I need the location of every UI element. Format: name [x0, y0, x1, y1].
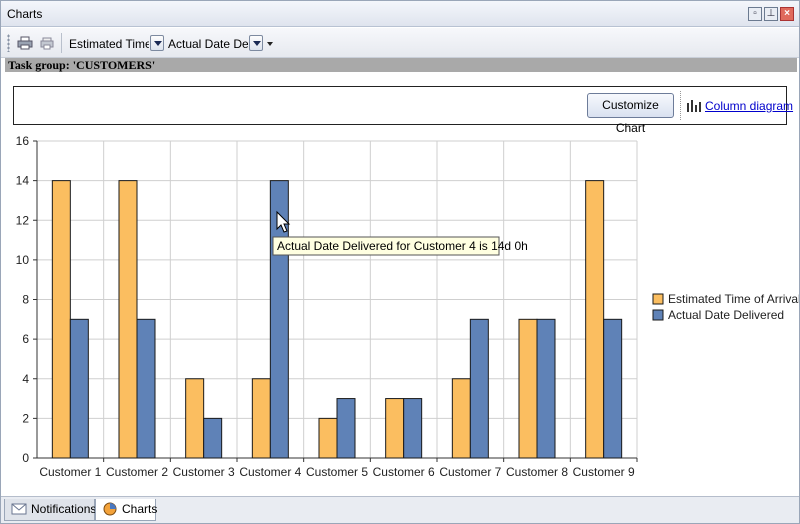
column-diagram-link-group[interactable]: Column diagram [686, 98, 793, 113]
bar-estimated[interactable] [251, 378, 271, 459]
bar-chart: 0 2 4 6 8 10 12 14 16 Customer 1 Customer 2 Custome… [16, 134, 799, 479]
bar-actual[interactable] [136, 318, 156, 459]
y-tick-label: 0 [22, 451, 29, 465]
chart-tooltip-text: Actual Date Delivered for Customer 4 is … [277, 239, 528, 253]
bar-estimated[interactable] [185, 378, 205, 459]
y-tick-label: 8 [22, 293, 29, 307]
x-tick-label: Customer 7 [439, 465, 501, 479]
pin-icon[interactable]: ⊥ [764, 7, 778, 21]
x-tick-label: Customer 5 [306, 465, 368, 479]
x-tick-label: Customer 4 [239, 465, 301, 479]
legend-swatch [652, 293, 664, 305]
bar-actual[interactable] [536, 318, 556, 459]
series1-combo-value[interactable]: Estimated Time o [69, 37, 149, 51]
chart-toolbar: Estimated Time o Actual Date Deliv [1, 28, 799, 58]
x-tick-label: Customer 9 [573, 465, 635, 479]
x-tick-label: Customer 1 [39, 465, 101, 479]
x-tick-label: Customer 2 [106, 465, 168, 479]
legend-label: Estimated Time of Arrival [668, 292, 799, 306]
y-tick-label: 10 [16, 253, 30, 267]
print-preview-icon[interactable] [39, 35, 55, 51]
restore-icon[interactable]: ▫ [748, 7, 762, 21]
series2-combo-dropdown[interactable] [249, 35, 263, 51]
mouse-cursor-icon [276, 210, 291, 233]
bar-actual[interactable] [69, 318, 89, 459]
customize-chart-button[interactable]: Customize Chart [587, 93, 674, 135]
chart-tooltip [272, 236, 500, 256]
bar-actual[interactable] [203, 417, 223, 459]
tab-charts-label: Charts [122, 502, 158, 516]
y-tick-label: 12 [16, 213, 30, 227]
envelope-icon [11, 503, 27, 515]
y-tick-label: 14 [16, 174, 30, 188]
y-tick-label: 16 [16, 134, 30, 148]
chart-icon [103, 502, 117, 516]
x-tick-label: Customer 6 [373, 465, 435, 479]
toolbar-grip[interactable] [7, 34, 10, 52]
bar-estimated[interactable] [318, 417, 338, 459]
bottom-tab-strip: Notifications Charts [1, 496, 799, 523]
y-tick-label: 4 [22, 372, 29, 386]
bar-estimated[interactable] [385, 398, 405, 459]
y-tick-label: 6 [22, 332, 29, 346]
series1-combo-dropdown[interactable] [150, 35, 164, 51]
legend-label: Actual Date Delivered [668, 308, 784, 322]
title-bar: Charts ▫ ⊥ × [1, 1, 799, 27]
bar-estimated[interactable] [451, 378, 471, 459]
legend-swatch [652, 309, 664, 321]
bar-actual[interactable] [336, 398, 356, 459]
bar-estimated[interactable] [585, 180, 605, 459]
tab-charts[interactable]: Charts [95, 499, 158, 521]
bar-estimated[interactable] [51, 180, 71, 459]
close-icon[interactable]: × [780, 7, 794, 21]
window-title: Charts [7, 7, 43, 21]
toolbar-overflow-icon[interactable] [267, 42, 273, 46]
column-chart-icon [687, 99, 701, 112]
column-diagram-link[interactable]: Column diagram [705, 98, 794, 113]
bar-actual[interactable] [603, 318, 623, 459]
bar-actual[interactable] [403, 398, 423, 459]
y-tick-label: 2 [22, 411, 29, 425]
series2-combo-value[interactable]: Actual Date Deliv [168, 37, 248, 51]
x-tick-label: Customer 3 [173, 465, 235, 479]
tab-notifications-label: Notifications [31, 502, 97, 516]
task-group-header: Task group: 'CUSTOMERS' [5, 58, 797, 72]
print-icon[interactable] [17, 35, 33, 51]
tab-notifications[interactable]: Notifications [4, 499, 97, 521]
bar-actual[interactable] [469, 318, 489, 459]
chart-actions-panel: Customize Chart Column diagram [13, 86, 793, 135]
toolbar-separator [61, 33, 62, 53]
bar-estimated[interactable] [518, 318, 538, 459]
x-tick-label: Customer 8 [506, 465, 568, 479]
panel-separator [680, 91, 681, 120]
bar-estimated[interactable] [118, 180, 138, 459]
